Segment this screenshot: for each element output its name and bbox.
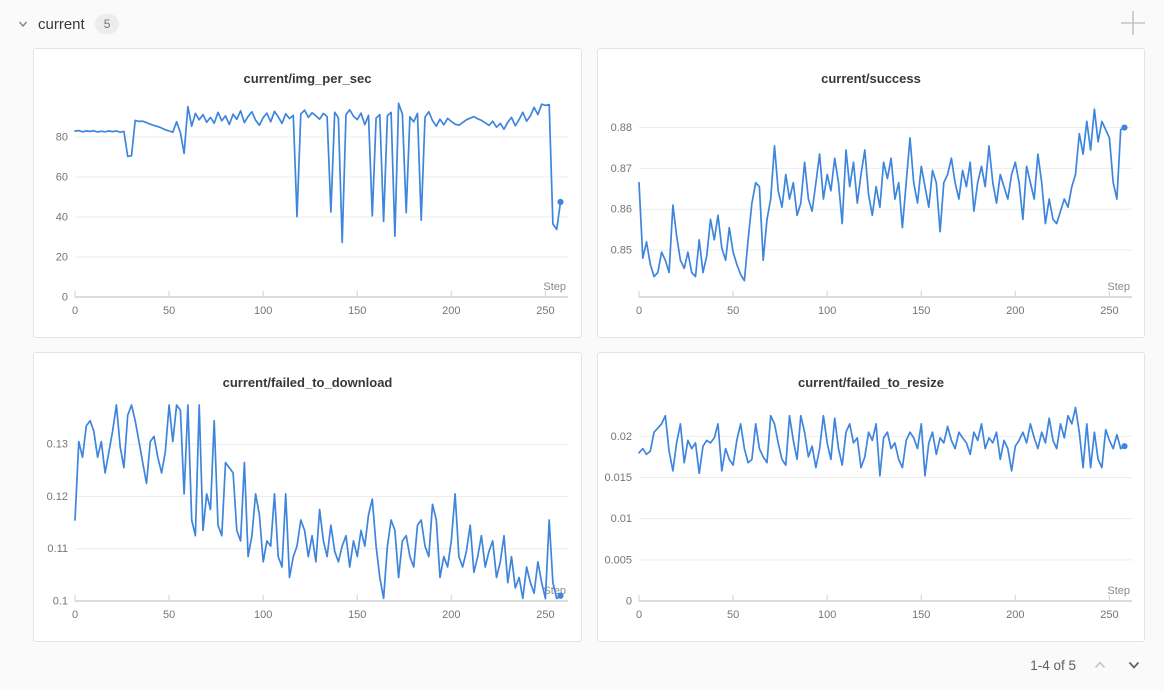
svg-text:250: 250 bbox=[1100, 305, 1118, 317]
svg-text:0.87: 0.87 bbox=[610, 163, 631, 175]
chart-panel-failed-to-download[interactable]: current/failed_to_download 0.1 0.11 0.12 0.… bbox=[33, 352, 582, 642]
svg-text:0: 0 bbox=[625, 596, 631, 608]
line-chart-img-per-sec: 0 20 40 60 80 0 50 100 150 200 250 Step bbox=[56, 102, 568, 317]
svg-text:0.11: 0.11 bbox=[47, 543, 68, 555]
svg-text:150: 150 bbox=[912, 609, 930, 621]
svg-text:0: 0 bbox=[72, 609, 78, 621]
svg-text:0: 0 bbox=[72, 305, 78, 317]
pagination: 1-4 of 5 bbox=[0, 642, 1164, 688]
svg-text:Step: Step bbox=[543, 281, 566, 293]
svg-text:250: 250 bbox=[1100, 609, 1118, 621]
chart-title: current/success bbox=[821, 71, 921, 86]
svg-text:100: 100 bbox=[254, 609, 272, 621]
svg-text:0.88: 0.88 bbox=[610, 122, 631, 134]
section-title: current bbox=[38, 15, 85, 33]
chevron-up-icon bbox=[1094, 661, 1106, 669]
chart-title: current/failed_to_resize bbox=[798, 375, 944, 390]
pagination-label: 1-4 of 5 bbox=[1030, 657, 1076, 673]
pagination-prev-button[interactable] bbox=[1090, 655, 1110, 675]
svg-text:60: 60 bbox=[56, 172, 68, 184]
svg-text:0.12: 0.12 bbox=[47, 491, 68, 503]
chart-title: current/failed_to_download bbox=[222, 375, 393, 390]
svg-text:80: 80 bbox=[56, 132, 68, 144]
svg-text:100: 100 bbox=[817, 305, 835, 317]
add-panel-button[interactable] bbox=[1116, 6, 1150, 40]
line-chart-success: 0.85 0.86 0.87 0.88 0 50 100 150 200 250 Step bbox=[610, 108, 1132, 317]
svg-text:200: 200 bbox=[1006, 305, 1024, 317]
section-collapse-button[interactable] bbox=[14, 15, 32, 33]
svg-text:0: 0 bbox=[62, 292, 68, 304]
chevron-down-icon bbox=[1128, 661, 1140, 669]
svg-text:0.005: 0.005 bbox=[604, 554, 632, 566]
svg-text:100: 100 bbox=[254, 305, 272, 317]
svg-text:100: 100 bbox=[817, 609, 835, 621]
svg-text:40: 40 bbox=[56, 212, 68, 224]
line-chart-failed-to-resize: 0 0.005 0.01 0.015 0.02 0 50 100 150 200 250 Step bbox=[604, 406, 1132, 621]
plus-icon bbox=[1121, 11, 1145, 35]
chart-panel-failed-to-resize[interactable]: current/failed_to_resize 0 0.005 0.01 0.015… bbox=[597, 352, 1145, 642]
svg-text:250: 250 bbox=[536, 609, 554, 621]
svg-text:200: 200 bbox=[442, 305, 460, 317]
svg-text:50: 50 bbox=[726, 609, 738, 621]
chart-panel-success[interactable]: current/success 0.85 0.86 0.87 0.88 0 50 100 15… bbox=[597, 48, 1145, 338]
chart-title: current/img_per_sec bbox=[243, 71, 372, 86]
svg-text:0: 0 bbox=[635, 609, 641, 621]
svg-text:150: 150 bbox=[348, 609, 366, 621]
svg-text:20: 20 bbox=[56, 252, 68, 264]
panel-count-badge: 5 bbox=[94, 14, 120, 34]
chart-panel-img-per-sec[interactable]: current/img_per_sec 0 20 40 60 80 0 50 100 150 20… bbox=[33, 48, 582, 338]
svg-text:200: 200 bbox=[442, 609, 460, 621]
section-header: current 5 bbox=[0, 0, 1164, 48]
svg-text:200: 200 bbox=[1006, 609, 1024, 621]
panel-grid: current/img_per_sec 0 20 40 60 80 0 50 100 150 20… bbox=[33, 48, 1145, 642]
svg-text:0.1: 0.1 bbox=[53, 596, 68, 608]
svg-text:50: 50 bbox=[163, 305, 175, 317]
svg-text:0.85: 0.85 bbox=[610, 245, 631, 257]
svg-text:Step: Step bbox=[1107, 281, 1130, 293]
pagination-next-button[interactable] bbox=[1124, 655, 1144, 675]
svg-text:0.13: 0.13 bbox=[47, 439, 68, 451]
svg-text:0.86: 0.86 bbox=[610, 204, 631, 216]
svg-text:0: 0 bbox=[635, 305, 641, 317]
svg-text:150: 150 bbox=[348, 305, 366, 317]
svg-text:0.01: 0.01 bbox=[610, 513, 631, 525]
svg-text:150: 150 bbox=[912, 305, 930, 317]
svg-text:50: 50 bbox=[726, 305, 738, 317]
svg-text:0.02: 0.02 bbox=[610, 431, 631, 443]
svg-text:0.015: 0.015 bbox=[604, 472, 632, 484]
svg-text:50: 50 bbox=[163, 609, 175, 621]
svg-text:Step: Step bbox=[1107, 585, 1130, 597]
chevron-down-icon bbox=[18, 21, 28, 28]
svg-text:250: 250 bbox=[536, 305, 554, 317]
